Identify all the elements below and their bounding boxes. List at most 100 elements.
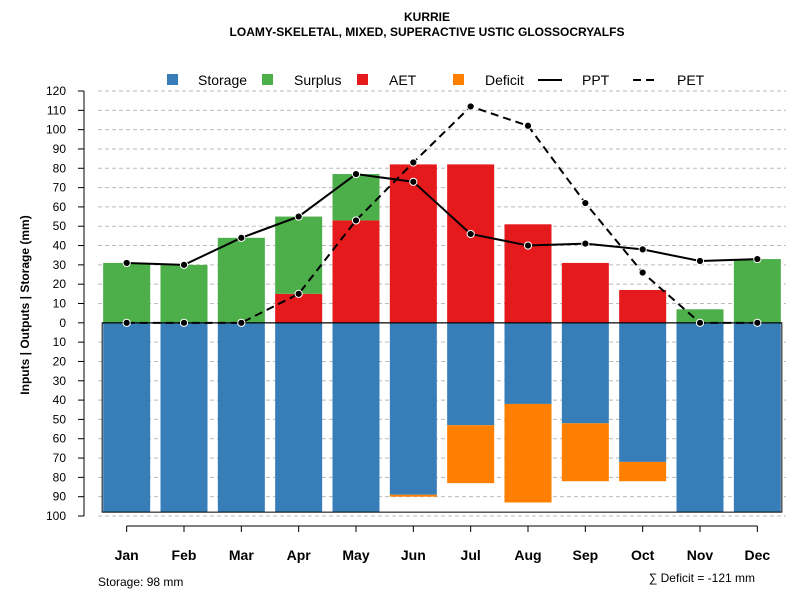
x-tick-label: Nov (687, 547, 714, 563)
storage-bar (733, 322, 781, 513)
storage-bar (676, 322, 724, 513)
y-tick-label: 40 (53, 239, 67, 253)
y-tick-label: 120 (46, 84, 66, 98)
pet-point (122, 318, 131, 327)
legend-label: PPT (582, 72, 610, 88)
pet-point (294, 289, 303, 298)
y-tick-label: 90 (53, 490, 67, 504)
x-tick-label: Apr (287, 547, 312, 563)
legend-label: PET (677, 72, 705, 88)
y-tick-label: 10 (53, 297, 67, 311)
ppt-point (466, 229, 475, 239)
y-tick-label: 30 (53, 374, 67, 388)
ppt-point (695, 256, 705, 266)
storage-note: Storage: 98 mm (98, 575, 183, 589)
y-tick-label: 100 (46, 123, 66, 137)
x-tick-label: Feb (172, 547, 197, 563)
ppt-point (294, 212, 303, 221)
storage-bar (619, 322, 667, 462)
aet-bar (332, 220, 380, 323)
legend-label: Surplus (294, 72, 341, 88)
legend-label: Deficit (485, 72, 524, 88)
y-tick-label: 60 (53, 200, 67, 214)
series-lines (122, 102, 762, 327)
pet-point (179, 318, 189, 327)
pet-point (237, 318, 246, 327)
legend-label: AET (389, 72, 417, 88)
ppt-point (351, 169, 361, 179)
ppt-point (237, 233, 246, 242)
surplus-bar (217, 237, 265, 323)
ppt-point (523, 241, 533, 250)
pet-point (466, 102, 475, 111)
chart-subtitle: LOAMY-SKELETAL, MIXED, SUPERACTIVE USTIC… (230, 25, 625, 39)
y-tick-label: 40 (53, 393, 67, 407)
y-axis-label: Inputs | Outputs | Storage (mm) (18, 215, 32, 394)
aet-bar (504, 224, 552, 323)
surplus-bar (160, 264, 208, 323)
y-tick-label: 20 (53, 277, 67, 291)
x-tick-label: Sep (572, 547, 598, 563)
pet-point (695, 318, 705, 327)
surplus-bar (275, 216, 323, 294)
legend-swatch (167, 74, 178, 85)
legend-swatch (357, 74, 368, 85)
x-tick-label: Jul (461, 547, 481, 563)
ppt-point (638, 245, 647, 254)
ppt-point (753, 254, 762, 264)
storage-bar (275, 322, 323, 513)
aet-bar (389, 164, 437, 323)
legend-swatch (262, 74, 273, 85)
pet-point (409, 158, 418, 167)
aet-bar (561, 262, 609, 323)
surplus-bar (733, 259, 781, 323)
y-tick-label: 60 (53, 432, 67, 446)
aet-bar (275, 293, 323, 323)
y-tick-label: 50 (53, 412, 67, 426)
x-tick-label: Mar (229, 547, 254, 563)
storage-bar (389, 322, 437, 495)
ppt-point (409, 177, 418, 186)
y-tick-label: 0 (59, 316, 66, 330)
axes: 1201101009080706050403020100102030405060… (46, 84, 770, 563)
x-tick-label: Aug (514, 547, 541, 563)
x-tick-label: Jan (115, 547, 139, 563)
y-tick-label: 30 (53, 258, 67, 272)
pet-point (523, 121, 533, 130)
bars (101, 164, 783, 513)
pet-point (581, 198, 590, 208)
pet-line (126, 105, 758, 324)
x-tick-label: Dec (744, 547, 770, 563)
y-tick-label: 80 (53, 161, 67, 175)
surplus-bar (103, 262, 151, 323)
ppt-point (122, 258, 131, 268)
deficit-bar (504, 403, 552, 503)
y-tick-label: 50 (53, 219, 67, 233)
deficit-bar (561, 423, 609, 482)
y-tick-label: 90 (53, 142, 67, 156)
surplus-bar (332, 174, 380, 221)
ppt-point (581, 239, 590, 248)
ppt-line (126, 173, 758, 266)
y-tick-label: 70 (53, 181, 67, 195)
aet-bar (447, 164, 495, 323)
x-tick-label: May (342, 547, 369, 563)
legend-swatch (453, 74, 464, 85)
deficit-bar (619, 461, 667, 482)
chart-title: KURRIE (404, 10, 450, 24)
storage-bar (103, 322, 151, 513)
legend: Storage Surplus AET Deficit PPT PET (167, 72, 705, 88)
storage-bar (217, 322, 265, 513)
deficit-note: ∑ Deficit = -121 mm (649, 571, 755, 585)
y-tick-label: 100 (46, 509, 66, 523)
x-tick-label: Oct (631, 547, 655, 563)
y-tick-label: 20 (53, 354, 67, 368)
storage-bar (332, 322, 380, 513)
storage-bar (160, 322, 208, 513)
y-tick-label: 10 (53, 335, 67, 349)
deficit-bar (389, 494, 437, 497)
storage-bar (561, 322, 609, 424)
deficit-bar (447, 425, 495, 484)
y-tick-label: 80 (53, 470, 67, 484)
